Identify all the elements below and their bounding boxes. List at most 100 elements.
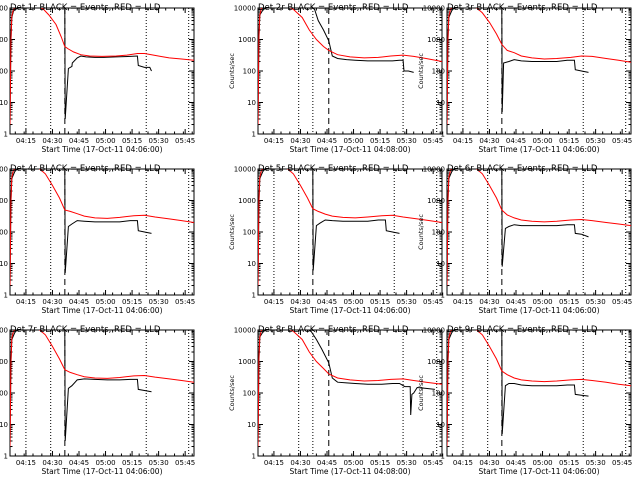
y-axis-label: Counts/sec <box>417 214 425 250</box>
y-tick-label: 100 <box>0 68 8 76</box>
x-tick-label: 05:45 <box>423 459 443 467</box>
panel-det-2: 1 10 100 1000 10000 04:15 04:30 04:45 05:00 05:15… <box>228 3 443 154</box>
x-tick-label: 04:45 <box>69 137 89 145</box>
x-tick-label: 04:15 <box>16 298 36 306</box>
y-tick-label: 10 <box>247 421 256 429</box>
plot-frame <box>446 329 632 457</box>
y-tick-label: 1 <box>441 292 445 300</box>
panel-title: Det 1r BLACK = Events, RED = LLD <box>10 3 161 13</box>
y-tick-label: 1000 <box>0 36 8 44</box>
y-tick-label: 10 <box>0 99 8 107</box>
series-events-line <box>447 8 589 125</box>
x-axis-label: Start Time (17-Oct-11 04:06:00) <box>478 306 599 315</box>
x-tick-label: 05:15 <box>559 298 579 306</box>
plot-frame <box>257 168 443 296</box>
x-tick-label: 04:15 <box>16 137 36 145</box>
y-tick-label: 10000 <box>423 166 445 174</box>
y-tick-label: 1 <box>4 131 8 139</box>
y-tick-label: 1 <box>252 292 256 300</box>
x-axis-label: Start Time (17-Oct-11 04:06:00) <box>478 145 599 154</box>
panel-det-4: 1 10 100 1000 10000 04:15 04:30 04:45 05:00 05:15… <box>0 164 195 315</box>
x-axis-label: Start Time (17-Oct-11 04:08:00) <box>289 145 410 154</box>
panel-det-6: 1 10 100 1000 10000 04:15 04:30 04:45 05:00 05:15… <box>417 164 632 315</box>
x-tick-label: 05:30 <box>397 137 417 145</box>
series-lld-line <box>10 8 194 125</box>
x-tick-label: 05:00 <box>532 298 552 306</box>
y-tick-label: 1000 <box>427 36 445 44</box>
y-tick-label: 10000 <box>423 327 445 335</box>
x-tick-label: 05:00 <box>95 459 115 467</box>
x-tick-label: 05:45 <box>612 298 632 306</box>
x-tick-label: 05:30 <box>149 137 169 145</box>
y-tick-label: 1 <box>4 292 8 300</box>
series-lld-line <box>258 330 442 447</box>
x-tick-label: 05:15 <box>122 137 142 145</box>
x-tick-label: 05:45 <box>423 137 443 145</box>
y-tick-label: 100 <box>432 390 445 398</box>
x-tick-label: 04:15 <box>453 298 473 306</box>
series-events-line <box>447 330 589 447</box>
y-tick-label: 10 <box>436 260 445 268</box>
panel-det-9: 1 10 100 1000 10000 04:15 04:30 04:45 05:00 05:15… <box>417 325 632 476</box>
panel-title: Det 8r BLACK = Events, RED = LLD <box>258 325 409 335</box>
panel-det-1: 1 10 100 1000 10000 04:15 04:30 04:45 05:00 05:15… <box>0 3 195 154</box>
series-events-line <box>258 8 414 125</box>
x-axis-label: Start Time (17-Oct-11 04:06:00) <box>289 306 410 315</box>
series-lld-line <box>10 169 194 286</box>
x-tick-label: 04:30 <box>290 298 310 306</box>
x-tick-label: 04:45 <box>69 298 89 306</box>
y-tick-label: 1 <box>4 453 8 461</box>
x-tick-label: 05:45 <box>175 459 195 467</box>
y-axis-label: Counts/sec <box>228 375 236 411</box>
x-tick-label: 04:15 <box>264 137 284 145</box>
y-tick-label: 100 <box>243 68 256 76</box>
x-tick-label: 05:00 <box>95 298 115 306</box>
y-tick-label: 1 <box>441 453 445 461</box>
x-tick-label: 05:30 <box>586 137 606 145</box>
series-lld-line <box>447 169 631 286</box>
series-events-line <box>258 330 435 447</box>
y-tick-label: 10 <box>0 421 8 429</box>
y-tick-label: 100 <box>243 390 256 398</box>
x-tick-label: 05:15 <box>370 137 390 145</box>
y-tick-label: 100 <box>0 229 8 237</box>
series-lld-line <box>447 8 631 125</box>
y-axis-label: Counts/sec <box>417 53 425 89</box>
x-tick-label: 05:30 <box>586 298 606 306</box>
y-tick-label: 1000 <box>0 197 8 205</box>
x-tick-label: 04:45 <box>506 298 526 306</box>
x-axis-label: Start Time (17-Oct-11 04:06:00) <box>478 467 599 476</box>
panel-det-7: 1 10 100 1000 10000 04:15 04:30 04:45 05:00 05:15… <box>0 325 195 476</box>
x-tick-label: 04:30 <box>479 459 499 467</box>
y-tick-label: 10000 <box>423 5 445 13</box>
series-events-line <box>10 169 152 286</box>
plot-frame <box>257 329 443 457</box>
panel-det-8: 1 10 100 1000 10000 04:15 04:30 04:45 05:00 05:15… <box>228 325 443 476</box>
x-tick-label: 05:15 <box>122 459 142 467</box>
x-tick-label: 04:15 <box>16 459 36 467</box>
series-lld-line <box>258 169 442 286</box>
series-events-line <box>447 169 589 286</box>
y-tick-label: 10000 <box>0 5 8 13</box>
x-tick-label: 04:15 <box>264 459 284 467</box>
plot-frame <box>9 7 195 135</box>
x-tick-label: 05:15 <box>122 298 142 306</box>
y-tick-label: 100 <box>243 229 256 237</box>
plot-frame <box>257 7 443 135</box>
x-tick-label: 05:45 <box>612 459 632 467</box>
plot-frame <box>446 168 632 296</box>
y-tick-label: 10000 <box>0 327 8 335</box>
x-tick-label: 04:15 <box>264 298 284 306</box>
series-lld-line <box>447 330 631 447</box>
x-tick-label: 04:15 <box>453 459 473 467</box>
plot-frame <box>9 329 195 457</box>
series-events-line <box>258 169 400 286</box>
x-tick-label: 05:45 <box>175 298 195 306</box>
x-axis-label: Start Time (17-Oct-11 04:08:00) <box>289 467 410 476</box>
y-tick-label: 1000 <box>238 36 256 44</box>
y-tick-label: 10 <box>436 99 445 107</box>
x-tick-label: 04:15 <box>453 137 473 145</box>
x-tick-label: 05:30 <box>149 298 169 306</box>
x-tick-label: 05:00 <box>532 459 552 467</box>
y-tick-label: 1000 <box>427 197 445 205</box>
